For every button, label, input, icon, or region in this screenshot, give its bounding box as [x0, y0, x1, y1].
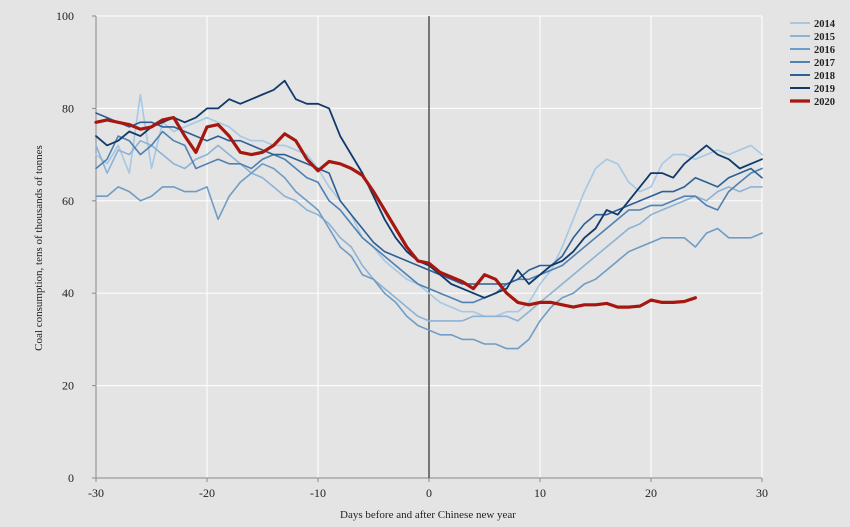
x-axis-title: Days before and after Chinese new year: [340, 509, 516, 521]
x-tick-label: 10: [534, 486, 546, 500]
y-tick-label: 40: [62, 286, 74, 300]
legend-label-2016: 2016: [814, 45, 835, 56]
legend: 2014 2015 2016 2017 2018 2019 2020: [790, 19, 836, 108]
x-tick-label: 30: [756, 486, 768, 500]
series-lines: [94, 79, 763, 350]
legend-label-2018: 2018: [814, 71, 835, 82]
x-tick-label: -20: [199, 486, 215, 500]
series-line-2016: [95, 163, 763, 350]
y-tick-label: 80: [62, 101, 74, 115]
series-line-2017: [95, 130, 763, 304]
series-line-2020: [94, 115, 698, 309]
series-line-2019: [95, 79, 763, 299]
x-tick-label: -10: [310, 486, 326, 500]
legend-label-2014: 2014: [814, 19, 836, 30]
legend-label-2019: 2019: [814, 84, 835, 95]
series-line-2015: [95, 139, 763, 322]
y-tick-label: 60: [62, 194, 74, 208]
x-tick-label: -30: [88, 486, 104, 500]
x-tick-label: 0: [426, 486, 432, 500]
axes: -30 -20 -10 0 10 20 30 0 20 40 60 80 100: [56, 9, 768, 500]
legend-label-2015: 2015: [814, 32, 835, 43]
series-line-2014: [95, 93, 763, 318]
y-tick-label: 20: [62, 379, 74, 393]
y-axis-title: Coal consumption, tens of thousands of t…: [33, 145, 45, 351]
x-tick-label: 20: [645, 486, 657, 500]
legend-label-2017: 2017: [814, 58, 835, 69]
series-line-2018: [95, 112, 763, 285]
y-tick-label: 100: [56, 9, 74, 23]
legend-label-2020: 2020: [814, 97, 835, 108]
y-tick-label: 0: [68, 471, 74, 485]
